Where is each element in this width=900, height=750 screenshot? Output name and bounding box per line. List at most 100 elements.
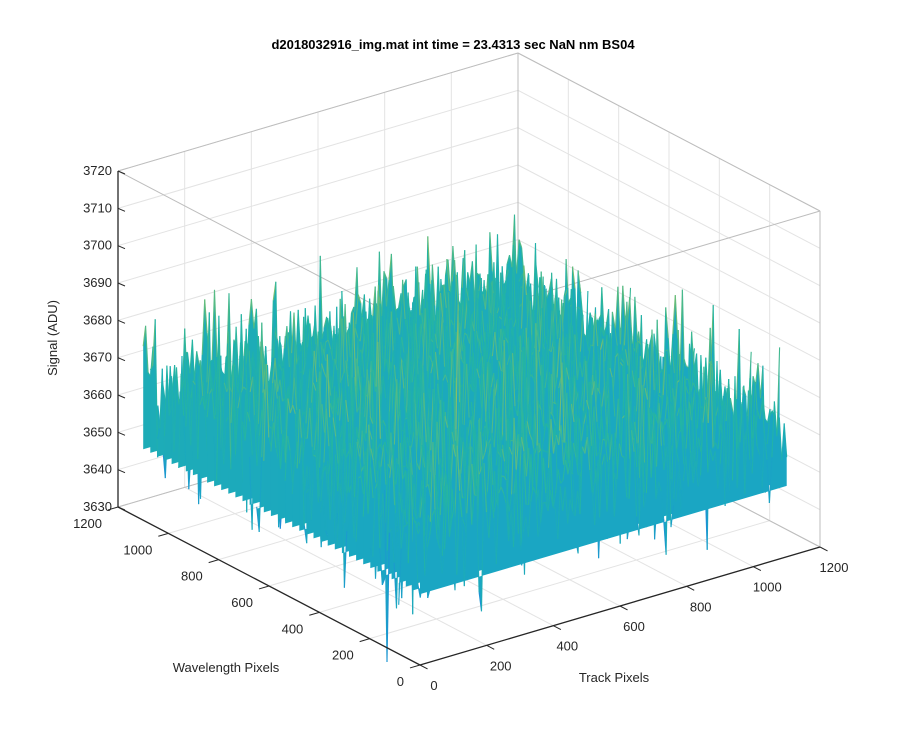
surface-segment — [620, 358, 625, 363]
surface-segment — [680, 358, 685, 402]
surface-segment — [299, 341, 304, 352]
surface-segment — [383, 358, 387, 372]
surface-segment — [612, 356, 617, 391]
surface-segment — [360, 476, 365, 495]
surface-segment — [293, 377, 298, 411]
surface-segment — [329, 471, 334, 520]
surface-segment — [230, 363, 235, 423]
surface-segment — [315, 331, 319, 369]
surface-segment — [372, 369, 376, 392]
surface-segment — [258, 409, 263, 436]
surface-segment — [244, 411, 249, 441]
surface-segment — [204, 393, 209, 410]
surface-segment — [357, 366, 361, 391]
surface-segment — [309, 323, 313, 354]
surface-segment — [253, 356, 257, 377]
surface-segment — [345, 400, 349, 422]
surface-segment — [512, 353, 516, 407]
surface-segment — [379, 303, 384, 363]
surface-segment — [484, 362, 489, 423]
surface-segment — [402, 362, 407, 376]
surface-segment — [653, 374, 658, 397]
surface-segment — [370, 448, 374, 461]
surface-segment — [486, 330, 491, 360]
surface-segment — [393, 379, 398, 445]
surface-segment — [223, 382, 228, 393]
surface-segment — [407, 390, 412, 435]
surface-segment — [323, 408, 327, 463]
grid-line — [369, 520, 770, 640]
surface-segment — [431, 264, 436, 306]
surface-segment — [516, 392, 521, 416]
surface-segment — [434, 333, 439, 349]
surface-segment — [331, 358, 336, 389]
surface-segment — [357, 294, 362, 304]
surface-segment — [577, 270, 582, 292]
surface-segment — [265, 364, 270, 438]
surface-segment — [330, 349, 334, 361]
surface-segment — [661, 366, 665, 399]
surface-segment — [274, 357, 279, 392]
surface-segment — [406, 333, 410, 414]
surface-segment — [377, 443, 381, 450]
surface-segment — [337, 437, 341, 492]
surface-segment — [614, 327, 618, 346]
surface-segment — [362, 464, 367, 517]
surface-segment — [336, 483, 341, 546]
surface-segment — [482, 293, 486, 310]
surface-segment — [385, 279, 390, 307]
surface-segment — [379, 493, 384, 560]
surface-segment — [382, 419, 387, 427]
surface-segment — [310, 464, 315, 521]
surface-segment — [487, 352, 492, 363]
surface-segment — [318, 500, 322, 504]
surface-segment — [292, 404, 296, 414]
surface-segment — [549, 310, 553, 356]
surface-segment — [491, 432, 495, 448]
surface-segment — [554, 297, 559, 340]
surface-segment — [256, 506, 260, 532]
surface-segment — [427, 421, 432, 473]
surface-segment — [207, 361, 211, 394]
surface-segment — [344, 492, 348, 523]
surface-segment — [369, 415, 374, 424]
surface-segment — [249, 421, 253, 456]
surface-segment — [369, 430, 373, 440]
grid-line — [117, 164, 519, 284]
surface-segment — [156, 428, 161, 439]
surface-segment — [201, 299, 206, 355]
surface-segment — [271, 379, 276, 422]
surface-segment — [410, 319, 415, 383]
surface-segment — [206, 312, 210, 383]
surface-segment — [183, 378, 187, 419]
surface-segment — [583, 333, 587, 338]
surface-segment — [382, 444, 387, 485]
surface-segment — [384, 464, 389, 523]
surface-segment — [268, 425, 272, 429]
surface-segment — [635, 378, 640, 412]
surface-segment — [236, 388, 241, 395]
surface-segment — [268, 437, 272, 448]
surface-segment — [284, 398, 289, 463]
grid-line — [117, 89, 519, 209]
surface-segment — [257, 341, 262, 425]
surface-segment — [199, 360, 204, 397]
surface-segment — [441, 316, 446, 367]
surface-segment — [634, 296, 638, 342]
surface-segment — [243, 386, 247, 390]
surface-segment — [407, 417, 411, 444]
surface-segment — [505, 337, 509, 344]
surface-segment — [685, 385, 689, 394]
surface-segment — [142, 325, 147, 347]
surface-segment — [568, 390, 572, 421]
surface-segment — [352, 312, 357, 387]
surface-segment — [592, 313, 596, 375]
surface-segment — [576, 361, 581, 380]
surface-segment — [550, 411, 554, 417]
surface-plot — [142, 214, 788, 663]
surface-segment — [439, 316, 443, 355]
surface-segment — [187, 382, 192, 446]
surface-segment — [604, 334, 608, 362]
surface-segment — [451, 431, 456, 447]
